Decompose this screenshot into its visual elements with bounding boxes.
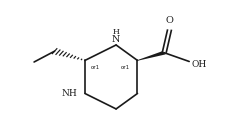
Text: or1: or1 — [121, 65, 130, 70]
Text: H: H — [112, 28, 119, 36]
Text: N: N — [112, 35, 120, 44]
Text: NH: NH — [61, 89, 76, 98]
Text: or1: or1 — [90, 65, 99, 70]
Polygon shape — [137, 51, 165, 61]
Text: O: O — [165, 16, 173, 25]
Text: OH: OH — [191, 59, 206, 69]
